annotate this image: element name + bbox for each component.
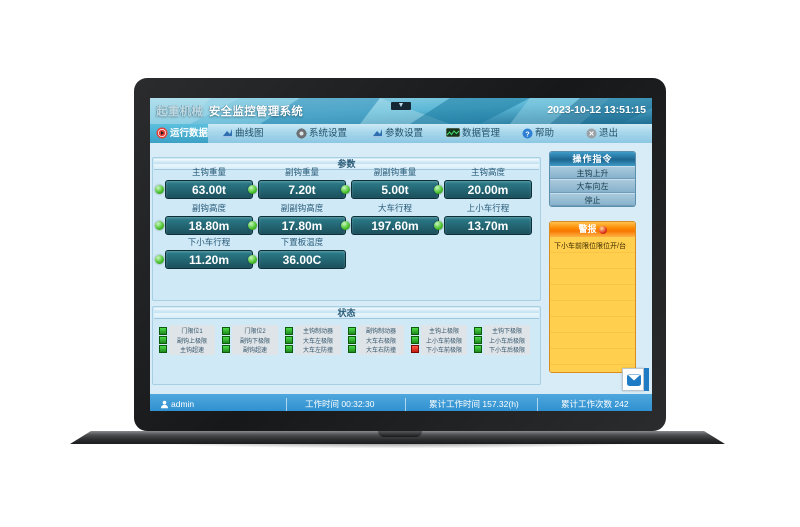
svg-text:✕: ✕: [589, 131, 595, 138]
svg-text:?: ?: [525, 131, 529, 138]
